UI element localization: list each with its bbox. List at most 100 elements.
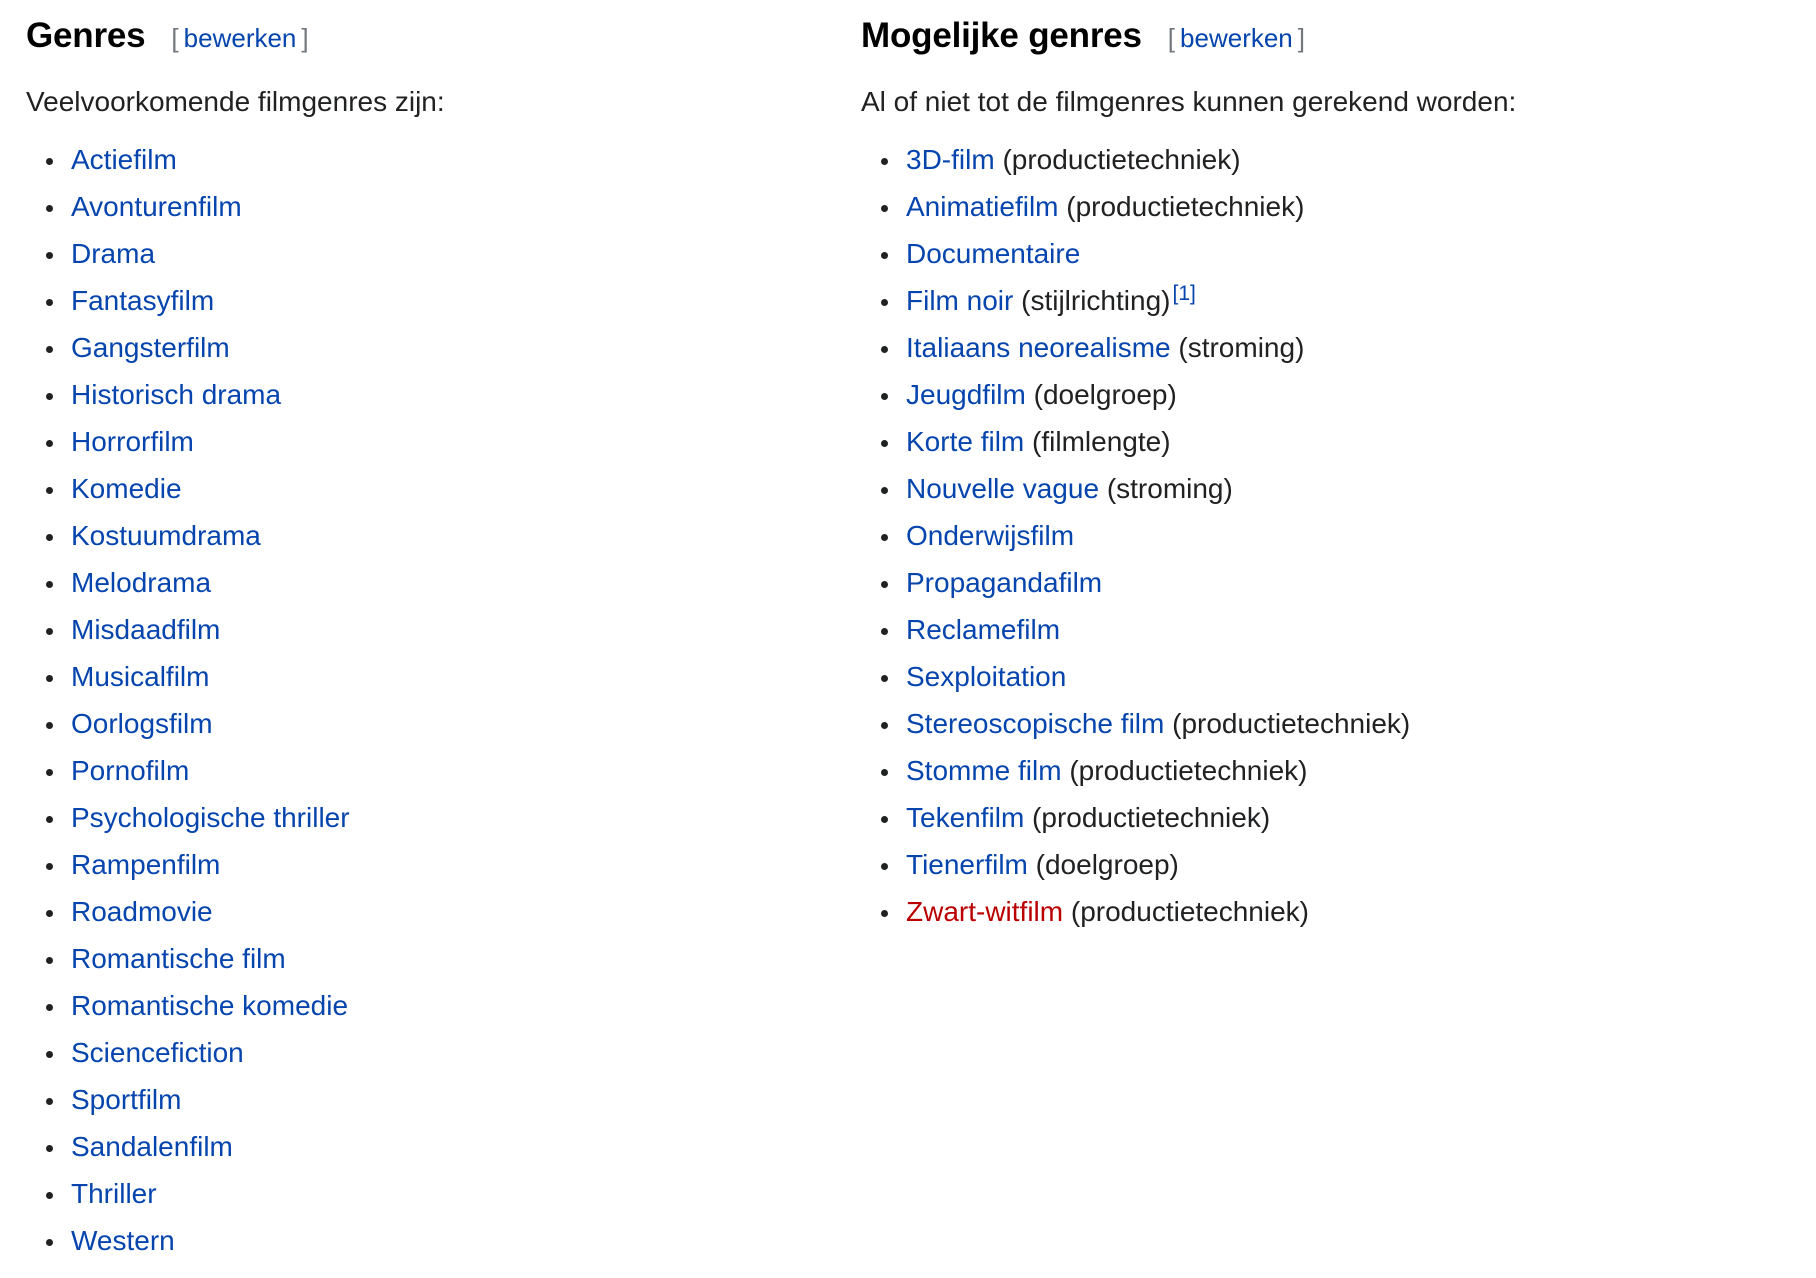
list-item: Sportfilm (26, 1082, 350, 1129)
genre-link[interactable]: Komedie (71, 473, 182, 504)
genre-note: (productietechniek) (1069, 755, 1307, 786)
list-item: Misdaadfilm (26, 612, 350, 659)
genre-link[interactable]: Musicalfilm (71, 661, 209, 692)
genre-link[interactable]: 3D-film (906, 144, 995, 175)
list-item: Drama (26, 236, 350, 283)
genre-note: (productietechniek) (1002, 144, 1240, 175)
bullet-icon (46, 863, 53, 870)
list-item: Sandalenfilm (26, 1129, 350, 1176)
genre-link[interactable]: Reclamefilm (906, 614, 1060, 645)
list-item: Komedie (26, 471, 350, 518)
genre-note: (productietechniek) (1066, 191, 1304, 222)
edit-link[interactable]: bewerken (1180, 23, 1293, 53)
genre-link[interactable]: Film noir (906, 285, 1013, 316)
genre-link[interactable]: Oorlogsfilm (71, 708, 213, 739)
genre-link[interactable]: Avonturenfilm (71, 191, 242, 222)
genre-link[interactable]: Thriller (71, 1178, 157, 1209)
genre-link[interactable]: Misdaadfilm (71, 614, 220, 645)
bullet-icon (46, 816, 53, 823)
list-item: Western (26, 1223, 350, 1270)
genre-link[interactable]: Western (71, 1225, 175, 1256)
genre-link[interactable]: Sciencefiction (71, 1037, 244, 1068)
edit-link[interactable]: bewerken (184, 23, 297, 53)
list-item: Sexploitation (861, 659, 1410, 706)
list-item: Propagandafilm (861, 565, 1410, 612)
list-item: Romantische film (26, 941, 350, 988)
reference-link[interactable]: [1] (1172, 282, 1195, 305)
bullet-icon (46, 299, 53, 306)
edit-bracket-open: [ (1168, 23, 1175, 53)
edit-bracket-close: ] (1298, 23, 1305, 53)
genre-link[interactable]: Nouvelle vague (906, 473, 1099, 504)
genre-link[interactable]: Drama (71, 238, 155, 269)
genre-note: (stroming) (1178, 332, 1304, 363)
list-item: Pornofilm (26, 753, 350, 800)
genre-link[interactable]: Romantische komedie (71, 990, 348, 1021)
genre-link[interactable]: Rampenfilm (71, 849, 220, 880)
bullet-icon (46, 675, 53, 682)
genre-link[interactable]: Psychologische thriller (71, 802, 350, 833)
list-item: Avonturenfilm (26, 189, 350, 236)
bullet-icon (46, 346, 53, 353)
bullet-icon (881, 205, 888, 212)
list-item: 3D-film (productietechniek) (861, 142, 1410, 189)
genre-link[interactable]: Historisch drama (71, 379, 281, 410)
bullet-icon (46, 393, 53, 400)
genre-link[interactable]: Zwart-witfilm (906, 896, 1063, 927)
list-item: Jeugdfilm (doelgroep) (861, 377, 1410, 424)
genre-link[interactable]: Jeugdfilm (906, 379, 1026, 410)
section-intro: Veelvoorkomende filmgenres zijn: (26, 86, 445, 118)
edit-section: [bewerken] (1168, 23, 1305, 54)
bullet-icon (46, 1239, 53, 1246)
genre-link[interactable]: Sandalenfilm (71, 1131, 233, 1162)
genre-link[interactable]: Stomme film (906, 755, 1062, 786)
genre-link[interactable]: Pornofilm (71, 755, 189, 786)
genre-note: (doelgroep) (1036, 849, 1179, 880)
genre-link[interactable]: Sportfilm (71, 1084, 181, 1115)
genre-link[interactable]: Melodrama (71, 567, 211, 598)
bullet-icon (46, 1098, 53, 1105)
list-item: Actiefilm (26, 142, 350, 189)
bullet-icon (881, 675, 888, 682)
bullet-icon (46, 769, 53, 776)
genre-link[interactable]: Korte film (906, 426, 1024, 457)
genre-link[interactable]: Sexploitation (906, 661, 1066, 692)
bullet-icon (46, 957, 53, 964)
list-item: Gangsterfilm (26, 330, 350, 377)
genre-link[interactable]: Horrorfilm (71, 426, 194, 457)
genre-link[interactable]: Romantische film (71, 943, 286, 974)
bullet-icon (881, 487, 888, 494)
genre-note: (stijlrichting) (1021, 285, 1170, 316)
genre-link[interactable]: Animatiefilm (906, 191, 1058, 222)
genre-link[interactable]: Fantasyfilm (71, 285, 214, 316)
genre-link[interactable]: Documentaire (906, 238, 1080, 269)
genre-link[interactable]: Actiefilm (71, 144, 177, 175)
list-item: Zwart-witfilm (productietechniek) (861, 894, 1410, 941)
genre-link[interactable]: Tekenfilm (906, 802, 1024, 833)
bullet-icon (46, 581, 53, 588)
bullet-icon (46, 440, 53, 447)
bullet-icon (881, 769, 888, 776)
list-item: Documentaire (861, 236, 1410, 283)
bullet-icon (46, 1004, 53, 1011)
list-item: Tienerfilm (doelgroep) (861, 847, 1410, 894)
genre-link[interactable]: Onderwijsfilm (906, 520, 1074, 551)
list-item: Korte film (filmlengte) (861, 424, 1410, 471)
genre-link[interactable]: Roadmovie (71, 896, 213, 927)
genre-link[interactable]: Kostuumdrama (71, 520, 261, 551)
genre-note: (stroming) (1107, 473, 1233, 504)
genre-link[interactable]: Stereoscopische film (906, 708, 1164, 739)
list-item: Reclamefilm (861, 612, 1410, 659)
list-item: Fantasyfilm (26, 283, 350, 330)
genre-link[interactable]: Propagandafilm (906, 567, 1102, 598)
genre-link[interactable]: Italiaans neorealisme (906, 332, 1171, 363)
genre-link[interactable]: Gangsterfilm (71, 332, 230, 363)
bullet-icon (46, 1192, 53, 1199)
edit-section: [bewerken] (171, 23, 308, 54)
genre-link[interactable]: Tienerfilm (906, 849, 1028, 880)
bullet-icon (46, 1051, 53, 1058)
bullet-icon (46, 1145, 53, 1152)
bullet-icon (881, 581, 888, 588)
list-item: Nouvelle vague (stroming) (861, 471, 1410, 518)
